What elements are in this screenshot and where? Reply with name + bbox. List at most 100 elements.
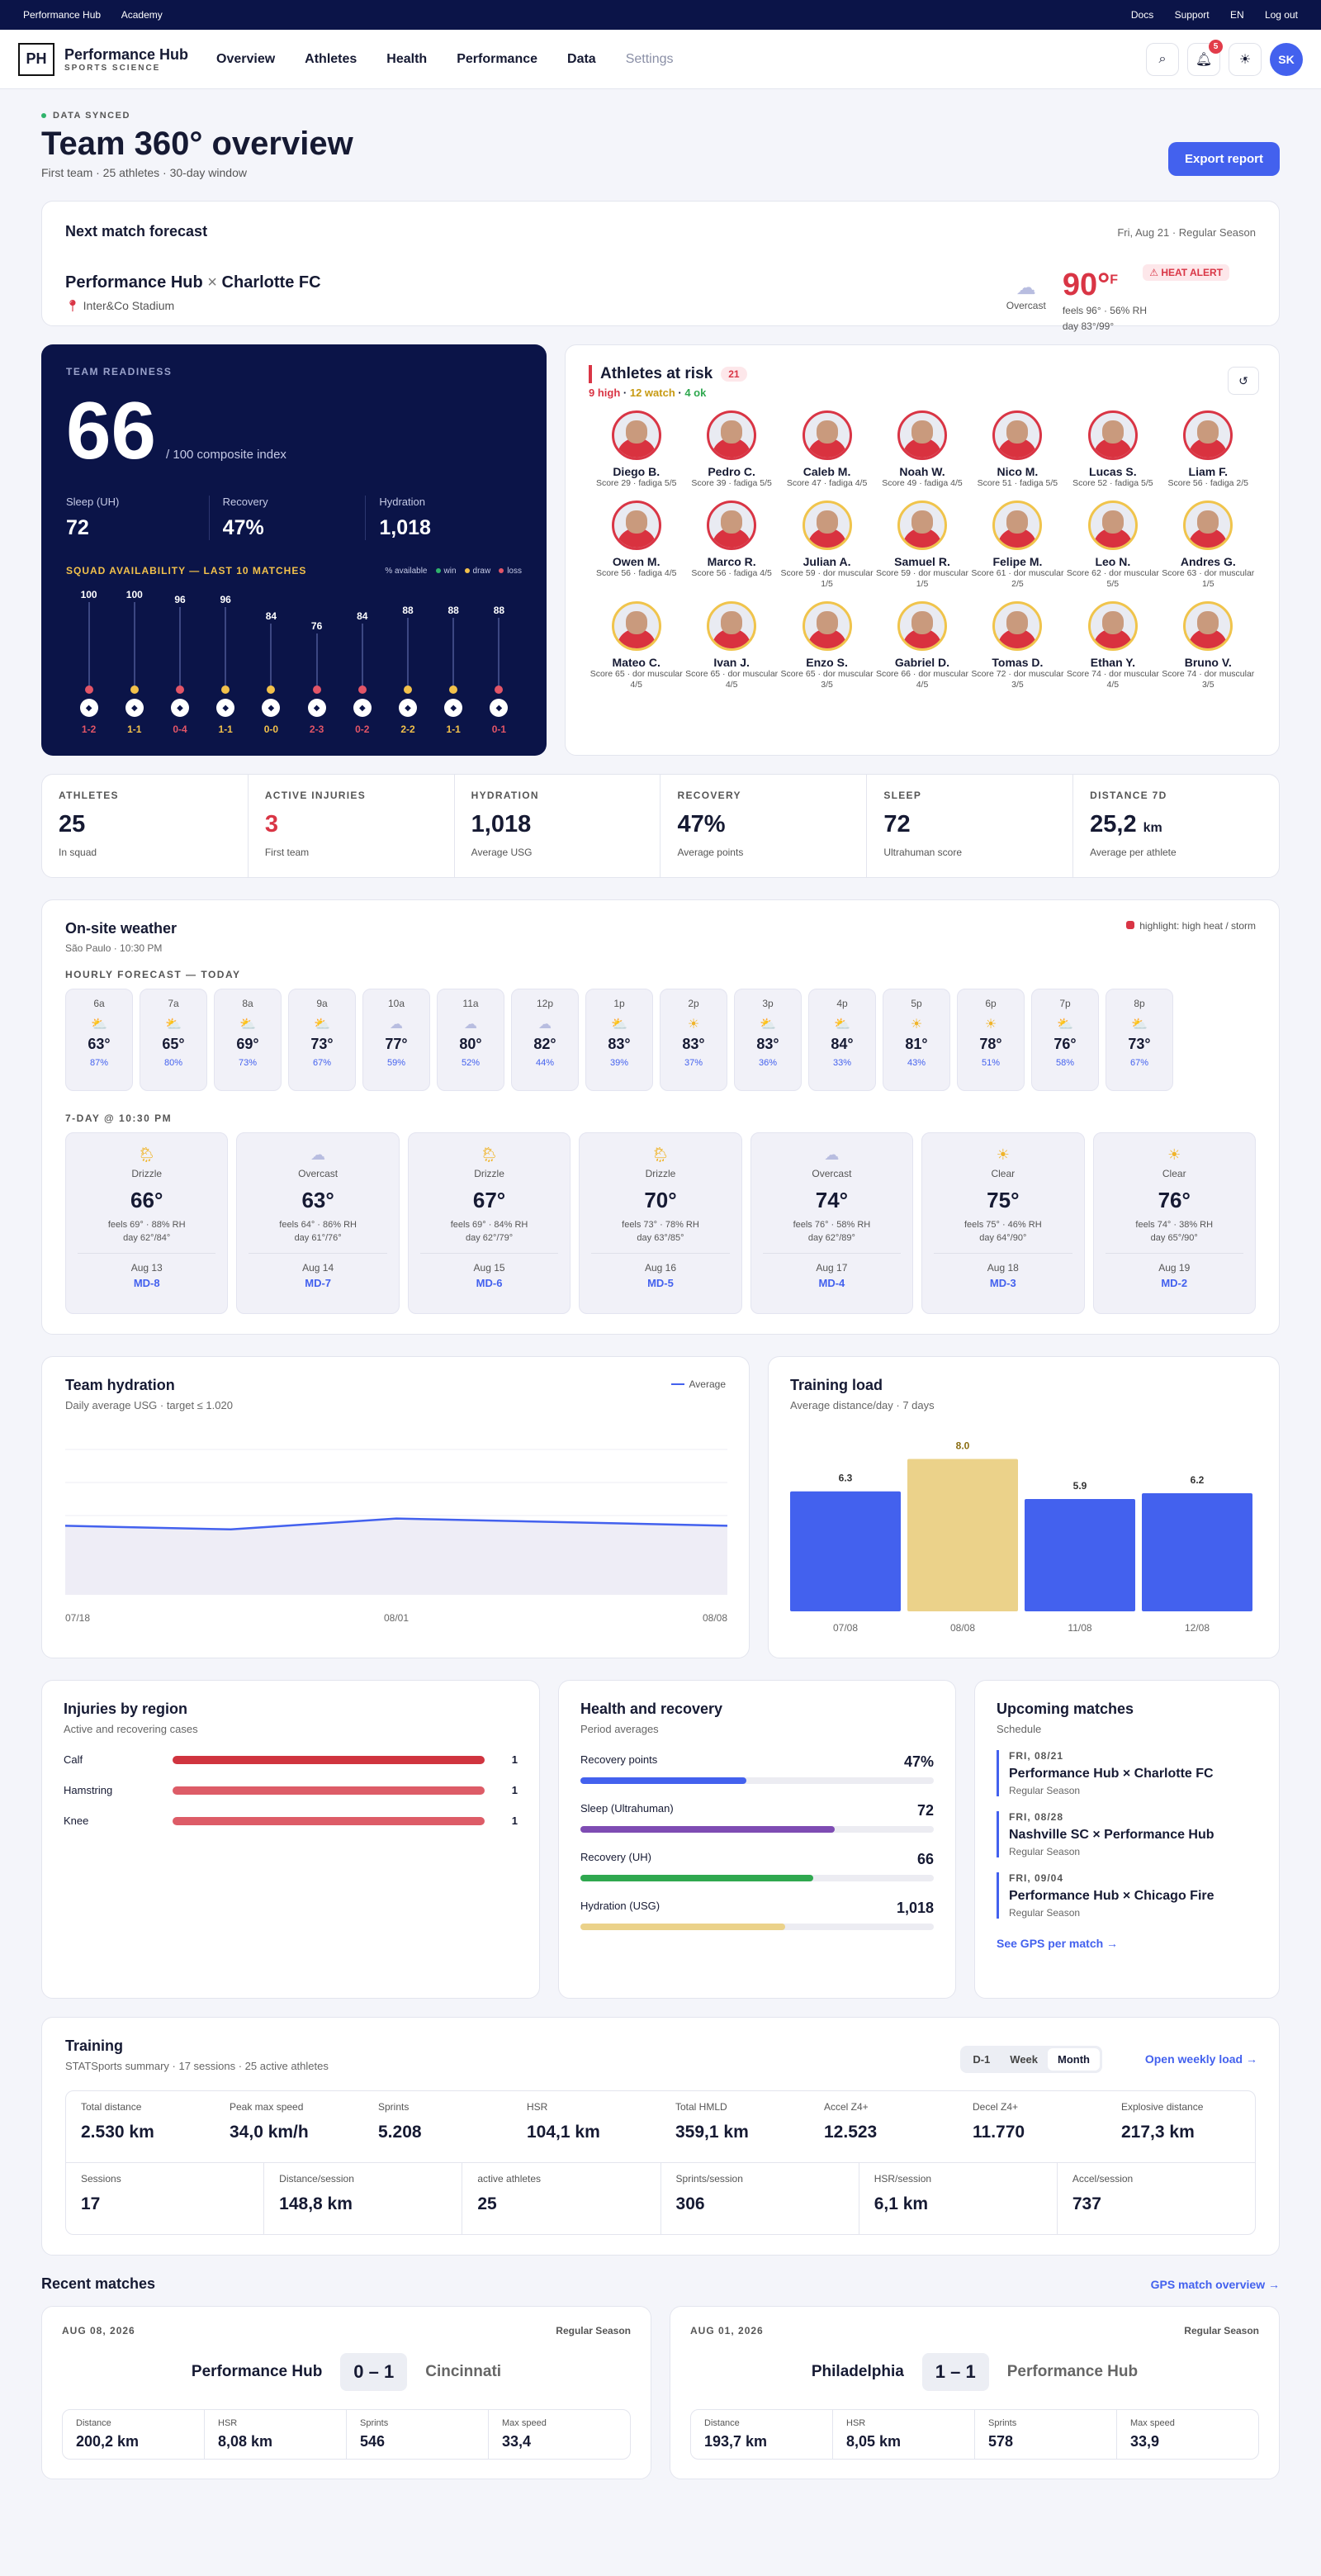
athlete-card[interactable]: Leo N. Score 62 · dor muscular 5/5 bbox=[1065, 500, 1160, 590]
training-metric-label: Sprints/session bbox=[675, 2173, 743, 2185]
kpi-value: 1,018 bbox=[471, 811, 532, 837]
training-metric-label: Explosive distance bbox=[1121, 2101, 1204, 2113]
brand[interactable]: PH Performance Hub SPORTS SCIENCE bbox=[18, 42, 216, 76]
topbar-logout[interactable]: Log out bbox=[1264, 9, 1298, 21]
kpi-label: ATHLETES bbox=[59, 790, 119, 801]
forecast-venue: 📍︎ Inter&Co Stadium bbox=[65, 299, 1256, 313]
availability-mark: 84 ◆ 0-0 bbox=[254, 610, 287, 735]
athlete-card[interactable]: Ethan Y. Score 74 · dor muscular 4/5 bbox=[1065, 601, 1160, 690]
matchday-label: MD-2 bbox=[1161, 1277, 1188, 1289]
theme-toggle[interactable]: ☀ bbox=[1229, 42, 1262, 76]
open-weekly-load-link[interactable]: Open weekly load → bbox=[1144, 2052, 1257, 2066]
export-report-button[interactable]: Export report bbox=[1167, 142, 1280, 176]
athlete-card[interactable]: Lucas S. Score 52 · fadiga 5/5 bbox=[1065, 410, 1160, 489]
training-metric-value: 12.523 bbox=[824, 2123, 878, 2142]
nav-settings[interactable]: Settings bbox=[625, 51, 674, 66]
athlete-card[interactable]: Andres G. Score 63 · dor muscular 1/5 bbox=[1161, 500, 1256, 590]
athlete-card[interactable]: Noah W. Score 49 · fadiga 4/5 bbox=[874, 410, 969, 489]
athlete-card[interactable]: Tomas D. Score 72 · dor muscular 3/5 bbox=[970, 601, 1065, 690]
training-metric-value: 25 bbox=[477, 2194, 497, 2213]
see-gps-link[interactable]: See GPS per match → bbox=[997, 1937, 1119, 1950]
athlete-detail: Score 61 · dor muscular 2/5 bbox=[971, 568, 1064, 589]
kpi-strip: ATHLETES 25 In squad ACTIVE INJURIES 3 First … bbox=[41, 774, 1280, 878]
injury-count: 1 bbox=[511, 1753, 518, 1766]
result-dot bbox=[495, 686, 504, 694]
day-tile: ☀ Clear 76° feels 74° · 38% RH day 65°/90° Au… bbox=[1092, 1132, 1256, 1314]
readiness-stat-label: Hydration bbox=[379, 496, 425, 508]
nav-health[interactable]: Health bbox=[386, 51, 428, 66]
hour-temp: 83° bbox=[608, 1036, 631, 1052]
recent-match-card[interactable]: AUG 01, 2026 Regular Season Philadelphia 1 … bbox=[670, 2306, 1280, 2479]
weather-icon: 🌦 bbox=[480, 1146, 499, 1163]
athlete-avatar bbox=[897, 500, 947, 550]
nav-overview[interactable]: Overview bbox=[216, 51, 276, 66]
result-dot bbox=[84, 686, 93, 694]
nav-performance[interactable]: Performance bbox=[457, 51, 538, 66]
topbar-language[interactable]: EN bbox=[1229, 9, 1244, 21]
athlete-card[interactable]: Nico M. Score 51 · fadiga 5/5 bbox=[970, 410, 1065, 489]
athlete-card[interactable]: Marco R. Score 56 · fadiga 4/5 bbox=[684, 500, 779, 590]
hour-humidity: 44% bbox=[535, 1058, 555, 1068]
athlete-card[interactable]: Gabriel D. Score 66 · dor muscular 4/5 bbox=[874, 601, 969, 690]
day-condition: Overcast bbox=[812, 1168, 852, 1179]
recent-match-card[interactable]: AUG 08, 2026 Regular Season Performance Hu… bbox=[41, 2306, 651, 2479]
athlete-card[interactable]: Julian A. Score 59 · dor muscular 1/5 bbox=[779, 500, 874, 590]
notifications-button[interactable]: 🔔︎ 5 bbox=[1187, 39, 1223, 76]
athlete-card[interactable]: Ivan J. Score 65 · dor muscular 4/5 bbox=[684, 601, 779, 690]
readiness-stat-label: Sleep (UH) bbox=[66, 496, 120, 508]
tab-week[interactable]: Week bbox=[1010, 2053, 1039, 2066]
gps-match-overview-link[interactable]: GPS match overview → bbox=[1150, 2277, 1280, 2291]
search-button[interactable]: ⌕ bbox=[1146, 42, 1179, 76]
result-dot bbox=[221, 686, 230, 694]
nav-athletes[interactable]: Athletes bbox=[305, 51, 357, 66]
athlete-avatar bbox=[1087, 500, 1138, 550]
weather-icon: ⛅ bbox=[165, 1018, 182, 1032]
squad-availability-label: SQUAD AVAILABILITY — LAST 10 MATCHES bbox=[66, 565, 307, 576]
injuries-card: Injuries by region Active and recovering… bbox=[41, 1680, 540, 1999]
athlete-card[interactable]: Mateo C. Score 65 · dor muscular 4/5 bbox=[589, 601, 684, 690]
load-subtitle: Average distance/day · 7 days bbox=[790, 1399, 935, 1411]
athlete-card[interactable]: Bruno V. Score 74 · dor muscular 3/5 bbox=[1161, 601, 1256, 690]
tab-d1[interactable]: D-1 bbox=[973, 2053, 991, 2066]
topbar-link-academy[interactable]: Academy bbox=[121, 9, 163, 21]
athlete-detail: Score 65 · dor muscular 4/5 bbox=[589, 669, 683, 690]
kpi-label: DISTANCE 7D bbox=[1090, 790, 1167, 801]
day-temp: 75° bbox=[987, 1188, 1020, 1212]
athlete-avatar bbox=[611, 601, 661, 651]
injuries-title: Injuries by region bbox=[64, 1701, 188, 1717]
history-button[interactable]: ↺ bbox=[1228, 367, 1259, 395]
kpi-tile: ATHLETES 25 In squad bbox=[42, 775, 248, 877]
athlete-card[interactable]: Liam F. Score 56 · fadiga 2/5 bbox=[1161, 410, 1256, 489]
athlete-card[interactable]: Felipe M. Score 61 · dor muscular 2/5 bbox=[970, 500, 1065, 590]
nav-data[interactable]: Data bbox=[567, 51, 596, 66]
sync-status-label: DATA SYNCED bbox=[53, 111, 130, 121]
upcoming-match[interactable]: FRI, 08/21 Performance Hub × Charlotte FC… bbox=[997, 1750, 1257, 1796]
upcoming-match[interactable]: FRI, 09/04 Performance Hub × Chicago Fire… bbox=[997, 1872, 1257, 1919]
avatar[interactable]: SK bbox=[1270, 42, 1303, 76]
health-metric-fill bbox=[580, 1777, 747, 1784]
availability-value: 76 bbox=[310, 620, 323, 632]
result-dot bbox=[357, 686, 367, 694]
topbar-link-support[interactable]: Support bbox=[1174, 9, 1210, 21]
topbar-link-hub[interactable]: Performance Hub bbox=[23, 9, 102, 21]
day-date: Aug 18 bbox=[987, 1262, 1019, 1274]
athlete-card[interactable]: Diego B. Score 29 · fadiga 5/5 bbox=[589, 410, 684, 489]
training-metric: Explosive distance 217,3 km bbox=[1106, 2091, 1255, 2162]
athlete-card[interactable]: Pedro C. Score 39 · fadiga 5/5 bbox=[684, 410, 779, 489]
injury-count: 1 bbox=[511, 1784, 518, 1796]
athlete-avatar bbox=[897, 410, 947, 460]
training-title: Training bbox=[65, 2038, 124, 2054]
topbar-link-docs[interactable]: Docs bbox=[1130, 9, 1154, 21]
athlete-card[interactable]: Enzo S. Score 65 · dor muscular 3/5 bbox=[779, 601, 874, 690]
athlete-card[interactable]: Owen M. Score 56 · fadiga 4/5 bbox=[589, 500, 684, 590]
forecast-range: day 83°/99° bbox=[1062, 320, 1115, 332]
hour-temp: 65° bbox=[162, 1036, 185, 1052]
athlete-card[interactable]: Samuel R. Score 59 · dor muscular 1/5 bbox=[874, 500, 969, 590]
weather-icon: ☁ bbox=[310, 1146, 326, 1163]
upcoming-match[interactable]: FRI, 08/28 Nashville SC × Performance Hub… bbox=[997, 1811, 1257, 1857]
tab-month[interactable]: Month bbox=[1048, 2048, 1100, 2071]
hour-temp: 84° bbox=[831, 1036, 854, 1052]
athlete-card[interactable]: Caleb M. Score 47 · fadiga 4/5 bbox=[779, 410, 874, 489]
athlete-detail: Score 56 · fadiga 4/5 bbox=[595, 568, 677, 578]
load-bar bbox=[1142, 1493, 1252, 1611]
